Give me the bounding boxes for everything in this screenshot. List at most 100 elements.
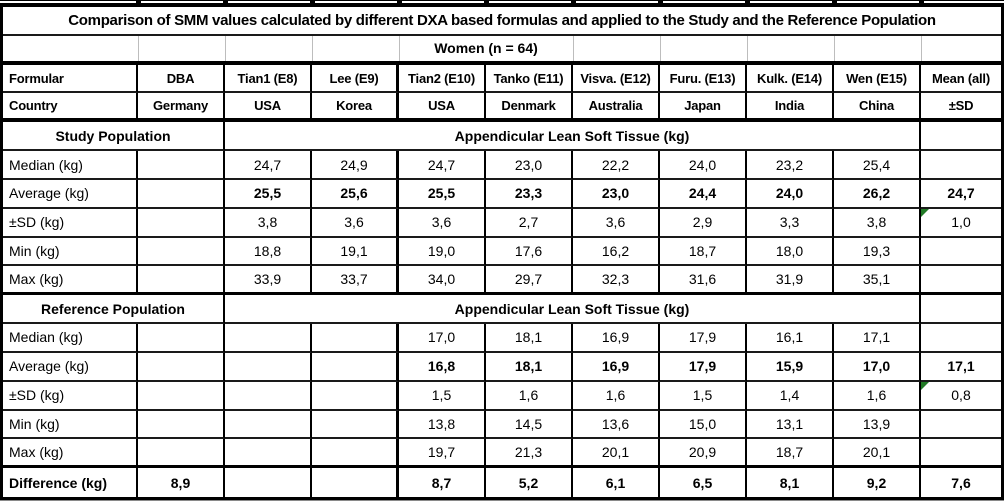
value-cell (312, 381, 399, 411)
value-cell: 31,9 (747, 266, 834, 296)
value-cell-text: 1,6 (605, 387, 626, 404)
value-cell-text: 18,8 (253, 242, 282, 259)
value-cell-text: 17,9 (688, 329, 717, 346)
value-cell: 18,8 (225, 237, 312, 267)
value-cell: 1,6 (834, 381, 921, 411)
value-cell: 8,7 (399, 468, 486, 497)
value-cell: 1,5 (399, 381, 486, 411)
difference-label: Difference (kg) (3, 468, 138, 497)
section-title: Study Population (3, 122, 225, 152)
value-cell-text: 6,5 (692, 474, 713, 491)
column-header-label: Formular (3, 64, 138, 94)
column-header-text: Tian1 (E8) (237, 70, 298, 86)
value-cell-text: 15,0 (688, 415, 717, 432)
value-cell-text: 6,1 (605, 474, 626, 491)
value-cell-text: 19,3 (862, 242, 891, 259)
value-cell (921, 266, 1001, 296)
value-cell-text: 24,0 (775, 185, 804, 202)
grid-tick (658, 0, 663, 4)
row-label-text: ±SD (kg) (9, 214, 65, 231)
value-cell-text: 25,4 (862, 156, 891, 173)
section-span-header: Appendicular Lean Soft Tissue (kg) (225, 295, 921, 325)
value-cell-text: 19,0 (427, 242, 456, 259)
value-cell: 23,2 (747, 151, 834, 180)
value-cell-text: 25,5 (253, 185, 282, 202)
value-cell: 18,7 (660, 237, 747, 267)
value-cell-text: 22,2 (601, 156, 630, 173)
value-cell: 1,6 (573, 381, 660, 411)
value-cell: 35,1 (834, 266, 921, 296)
country-cell-text: Denmark (501, 98, 556, 114)
column-header: Kulk. (E14) (747, 64, 834, 94)
grid-tick (571, 0, 576, 4)
row-label: Min (kg) (3, 410, 138, 440)
table-title: Comparison of SMM values calculated by d… (3, 7, 1001, 36)
value-cell-text: 1,0 (951, 214, 971, 231)
value-cell-text: 17,1 (947, 358, 975, 375)
value-cell (312, 324, 399, 353)
country-cell: ±SD (921, 93, 1001, 123)
row-label-text: Average (kg) (9, 358, 89, 375)
value-cell: 24,4 (660, 179, 747, 209)
row-label-text: Median (kg) (9, 329, 83, 346)
value-cell-text: 17,0 (862, 358, 891, 375)
country-cell: Denmark (486, 93, 573, 123)
country-cell: USA (225, 93, 312, 123)
value-cell (138, 208, 225, 238)
column-header-text: Mean (all) (932, 70, 990, 86)
value-cell: 32,3 (573, 266, 660, 296)
value-cell: 1,5 (660, 381, 747, 411)
value-cell: 17,1 (921, 353, 1001, 382)
value-cell (225, 352, 312, 382)
country-cell: Japan (660, 93, 747, 123)
row-label: ±SD (kg) (3, 381, 138, 411)
column-header-text: Lee (E9) (329, 70, 379, 86)
value-cell-text: 19,1 (340, 242, 368, 259)
value-cell-text: 24,7 (947, 185, 975, 202)
column-header: Visva. (E12) (573, 64, 660, 94)
value-cell-text: 16,2 (601, 242, 630, 259)
grid-tick (223, 0, 228, 4)
value-cell-text: 35,1 (862, 271, 891, 288)
value-cell: 16,1 (747, 324, 834, 353)
grid-tick (832, 0, 837, 4)
value-cell-text: 3,8 (866, 214, 887, 231)
section-span-header-text: Appendicular Lean Soft Tissue (kg) (454, 127, 690, 144)
section-title: Reference Population (3, 295, 225, 325)
value-cell: 24,0 (660, 151, 747, 180)
subtitle-text: Women (n = 64) (434, 40, 538, 57)
value-cell-text: 13,8 (427, 415, 456, 432)
value-cell-text: 17,0 (427, 329, 456, 346)
value-cell-text: 31,6 (688, 271, 717, 288)
faint-gridline (225, 35, 226, 61)
value-cell: 17,9 (660, 352, 747, 382)
value-cell: 20,1 (573, 439, 660, 469)
value-cell-text: 13,9 (862, 415, 891, 432)
row-label-text: Min (kg) (9, 415, 60, 432)
row-label-text: Median (kg) (9, 156, 83, 173)
value-cell: 24,7 (921, 180, 1001, 209)
value-cell (921, 439, 1001, 469)
value-cell (312, 439, 399, 469)
value-cell: 33,9 (225, 266, 312, 296)
country-cell: USA (399, 93, 486, 123)
value-cell-text: 16,8 (427, 358, 456, 375)
value-cell: 19,7 (399, 439, 486, 469)
row-label: Median (kg) (3, 324, 138, 353)
row-label: Max (kg) (3, 266, 138, 296)
column-header: Tanko (E11) (486, 64, 573, 94)
value-cell: 19,3 (834, 237, 921, 267)
value-cell (921, 151, 1001, 180)
faint-gridline (834, 35, 835, 61)
value-cell-text: 18,1 (514, 329, 543, 346)
value-cell: 6,5 (660, 468, 747, 497)
column-header: Wen (E15) (834, 64, 921, 94)
value-cell: 23,0 (486, 151, 573, 180)
value-cell: 3,8 (225, 208, 312, 238)
value-cell-text: 3,6 (605, 214, 626, 231)
value-cell (921, 238, 1001, 267)
value-cell-text: 25,6 (340, 185, 368, 202)
value-cell (138, 237, 225, 267)
country-cell-text: China (858, 98, 895, 114)
value-cell-text: 20,1 (601, 444, 630, 461)
